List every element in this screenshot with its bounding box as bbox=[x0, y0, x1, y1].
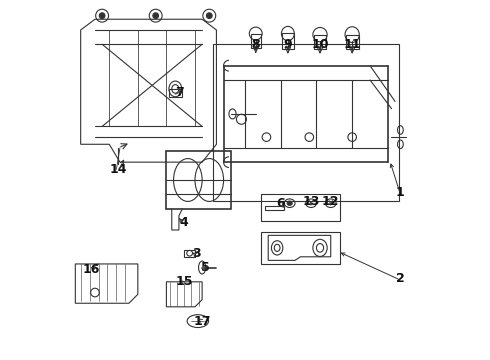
Text: 8: 8 bbox=[251, 38, 260, 51]
Bar bbox=[169, 89, 182, 97]
Bar bbox=[261, 232, 340, 264]
Text: 7: 7 bbox=[175, 86, 184, 99]
Text: 4: 4 bbox=[180, 216, 189, 229]
Text: 15: 15 bbox=[175, 275, 193, 288]
Text: 13: 13 bbox=[302, 195, 320, 208]
Text: 11: 11 bbox=[343, 38, 361, 51]
Text: 16: 16 bbox=[83, 263, 100, 276]
Text: 14: 14 bbox=[109, 163, 127, 176]
Bar bbox=[346, 35, 359, 49]
Text: 1: 1 bbox=[396, 186, 405, 199]
Text: 10: 10 bbox=[311, 38, 329, 51]
Text: 5: 5 bbox=[201, 261, 210, 274]
Bar bbox=[167, 152, 231, 208]
Ellipse shape bbox=[206, 13, 212, 18]
Bar bbox=[314, 35, 326, 49]
Text: 3: 3 bbox=[193, 247, 201, 260]
Text: 12: 12 bbox=[322, 195, 340, 208]
Bar bbox=[251, 33, 261, 48]
Ellipse shape bbox=[287, 201, 292, 205]
Bar bbox=[265, 206, 284, 210]
Bar bbox=[282, 33, 294, 49]
Bar bbox=[184, 249, 195, 257]
Text: 6: 6 bbox=[276, 197, 285, 210]
Bar bbox=[261, 194, 340, 221]
Text: 17: 17 bbox=[194, 315, 211, 328]
Text: 9: 9 bbox=[284, 38, 292, 51]
Text: 2: 2 bbox=[396, 272, 405, 285]
Ellipse shape bbox=[153, 13, 159, 18]
Bar bbox=[213, 44, 398, 202]
Ellipse shape bbox=[99, 13, 105, 18]
